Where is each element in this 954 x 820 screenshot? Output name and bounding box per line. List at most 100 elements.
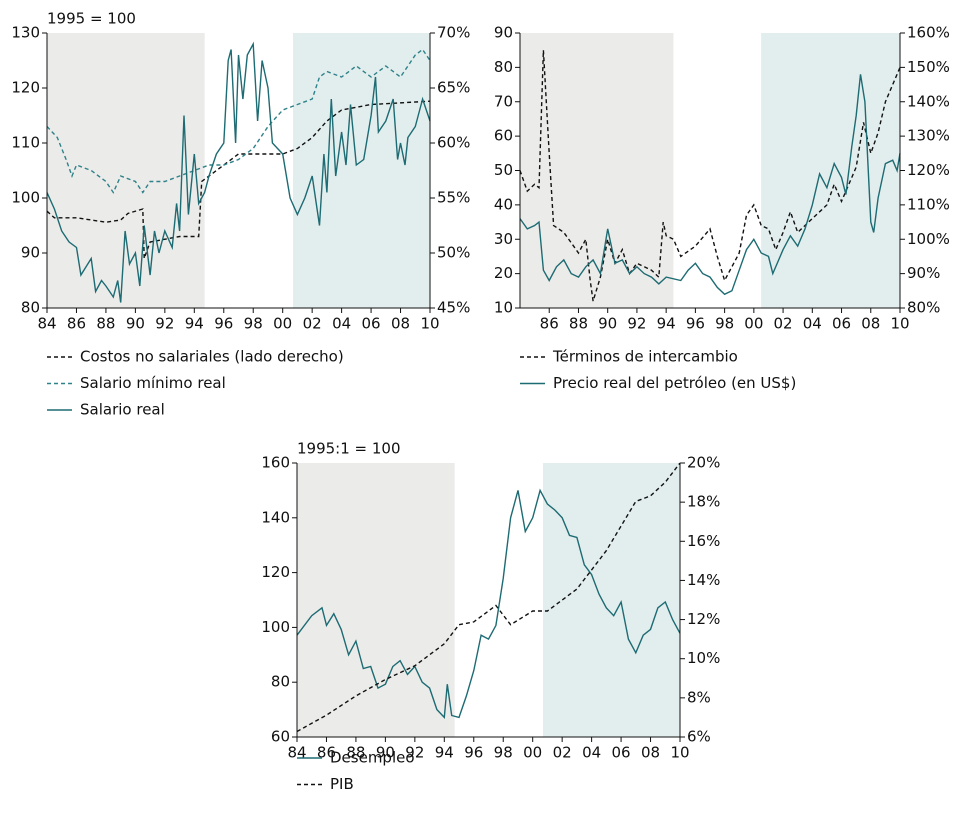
x-tick-label: 96	[686, 315, 705, 333]
x-tick-label: 98	[494, 744, 513, 762]
x-tick-label: 06	[362, 315, 381, 333]
y-tick-label: 90	[21, 244, 40, 262]
shaded-period	[543, 463, 680, 737]
y-tick-label: 100	[11, 189, 40, 207]
x-tick-label: 90	[598, 315, 617, 333]
y-axis-label: 1995 = 100	[47, 10, 136, 28]
y-tick-label: 80	[21, 299, 40, 317]
x-tick-label: 00	[273, 315, 292, 333]
y2-tick-label: 110%	[907, 195, 950, 213]
y-tick-label: 60	[494, 127, 513, 145]
x-tick-label: 90	[376, 744, 395, 762]
y2-tick-label: 50%	[437, 244, 470, 262]
y-tick-label: 50	[494, 161, 513, 179]
y-tick-label: 80	[494, 58, 513, 76]
x-tick-label: 92	[627, 315, 646, 333]
legend-label: Términos de intercambio	[552, 348, 738, 366]
y-tick-label: 90	[494, 24, 513, 42]
y2-tick-label: 55%	[437, 189, 470, 207]
y2-tick-label: 150%	[907, 58, 950, 76]
x-tick-label: 84	[287, 744, 306, 762]
y-tick-label: 40	[494, 195, 513, 213]
x-tick-label: 02	[303, 315, 322, 333]
y2-tick-label: 14%	[687, 571, 720, 589]
legend-label: PIB	[330, 775, 354, 793]
y-tick-label: 70	[494, 92, 513, 110]
series-line	[46, 48, 431, 194]
legend-label: Precio real del petróleo (en US$)	[553, 374, 796, 392]
y2-tick-label: 90%	[907, 264, 940, 282]
legend-label: Salario mínimo real	[80, 374, 226, 392]
y2-tick-label: 12%	[687, 610, 720, 628]
x-tick-label: 86	[67, 315, 86, 333]
y2-tick-label: 130%	[907, 127, 950, 145]
x-tick-label: 10	[420, 315, 439, 333]
x-tick-label: 92	[405, 744, 424, 762]
x-tick-label: 04	[582, 744, 601, 762]
x-tick-label: 94	[435, 744, 454, 762]
x-tick-label: 02	[553, 744, 572, 762]
y2-tick-label: 8%	[687, 688, 711, 706]
series-line	[46, 100, 431, 259]
series-line	[519, 74, 901, 296]
y-tick-label: 100	[261, 618, 290, 636]
legend-label: Salario real	[80, 401, 165, 419]
y-tick-label: 160	[261, 454, 290, 472]
series-line	[519, 50, 901, 302]
y-tick-label: 120	[11, 79, 40, 97]
y2-tick-label: 10%	[687, 649, 720, 667]
y-tick-label: 110	[11, 134, 40, 152]
x-tick-label: 94	[185, 315, 204, 333]
x-tick-label: 84	[37, 315, 56, 333]
legend-label: Desempleo	[330, 749, 415, 767]
x-tick-label: 86	[540, 315, 559, 333]
x-tick-label: 06	[832, 315, 851, 333]
x-tick-label: 98	[715, 315, 734, 333]
legend-label: Costos no salariales (lado derecho)	[80, 348, 344, 366]
x-tick-label: 90	[126, 315, 145, 333]
y2-tick-label: 45%	[437, 299, 470, 317]
y-tick-label: 30	[494, 230, 513, 248]
x-tick-label: 88	[96, 315, 115, 333]
x-tick-label: 92	[155, 315, 174, 333]
x-tick-label: 04	[803, 315, 822, 333]
y2-tick-label: 70%	[437, 24, 470, 42]
series-line	[296, 462, 681, 733]
x-tick-label: 08	[391, 315, 410, 333]
x-tick-label: 04	[332, 315, 351, 333]
x-tick-label: 10	[670, 744, 689, 762]
y-tick-label: 140	[261, 508, 290, 526]
x-tick-label: 02	[774, 315, 793, 333]
x-tick-label: 08	[861, 315, 880, 333]
y2-tick-label: 60%	[437, 134, 470, 152]
y2-tick-label: 160%	[907, 24, 950, 42]
x-tick-label: 88	[569, 315, 588, 333]
y-tick-label: 10	[494, 299, 513, 317]
y2-tick-label: 80%	[907, 299, 940, 317]
x-tick-label: 00	[744, 315, 763, 333]
x-tick-label: 96	[464, 744, 483, 762]
shaded-period	[297, 463, 455, 737]
x-tick-label: 88	[346, 744, 365, 762]
y2-tick-label: 65%	[437, 79, 470, 97]
y2-tick-label: 140%	[907, 92, 950, 110]
x-tick-label: 06	[612, 744, 631, 762]
x-tick-label: 94	[657, 315, 676, 333]
shaded-period	[293, 33, 430, 308]
y2-tick-label: 6%	[687, 728, 711, 746]
x-tick-label: 98	[244, 315, 263, 333]
series-line	[46, 41, 431, 303]
x-tick-label: 96	[214, 315, 233, 333]
y-tick-label: 60	[271, 728, 290, 746]
y2-tick-label: 18%	[687, 493, 720, 511]
y2-tick-label: 20%	[687, 454, 720, 472]
y2-tick-label: 16%	[687, 532, 720, 550]
y2-tick-label: 120%	[907, 161, 950, 179]
x-tick-label: 10	[890, 315, 909, 333]
shaded-period	[47, 33, 205, 308]
y2-tick-label: 100%	[907, 230, 950, 248]
x-tick-label: 08	[641, 744, 660, 762]
x-tick-label: 00	[523, 744, 542, 762]
series-line	[296, 488, 681, 720]
